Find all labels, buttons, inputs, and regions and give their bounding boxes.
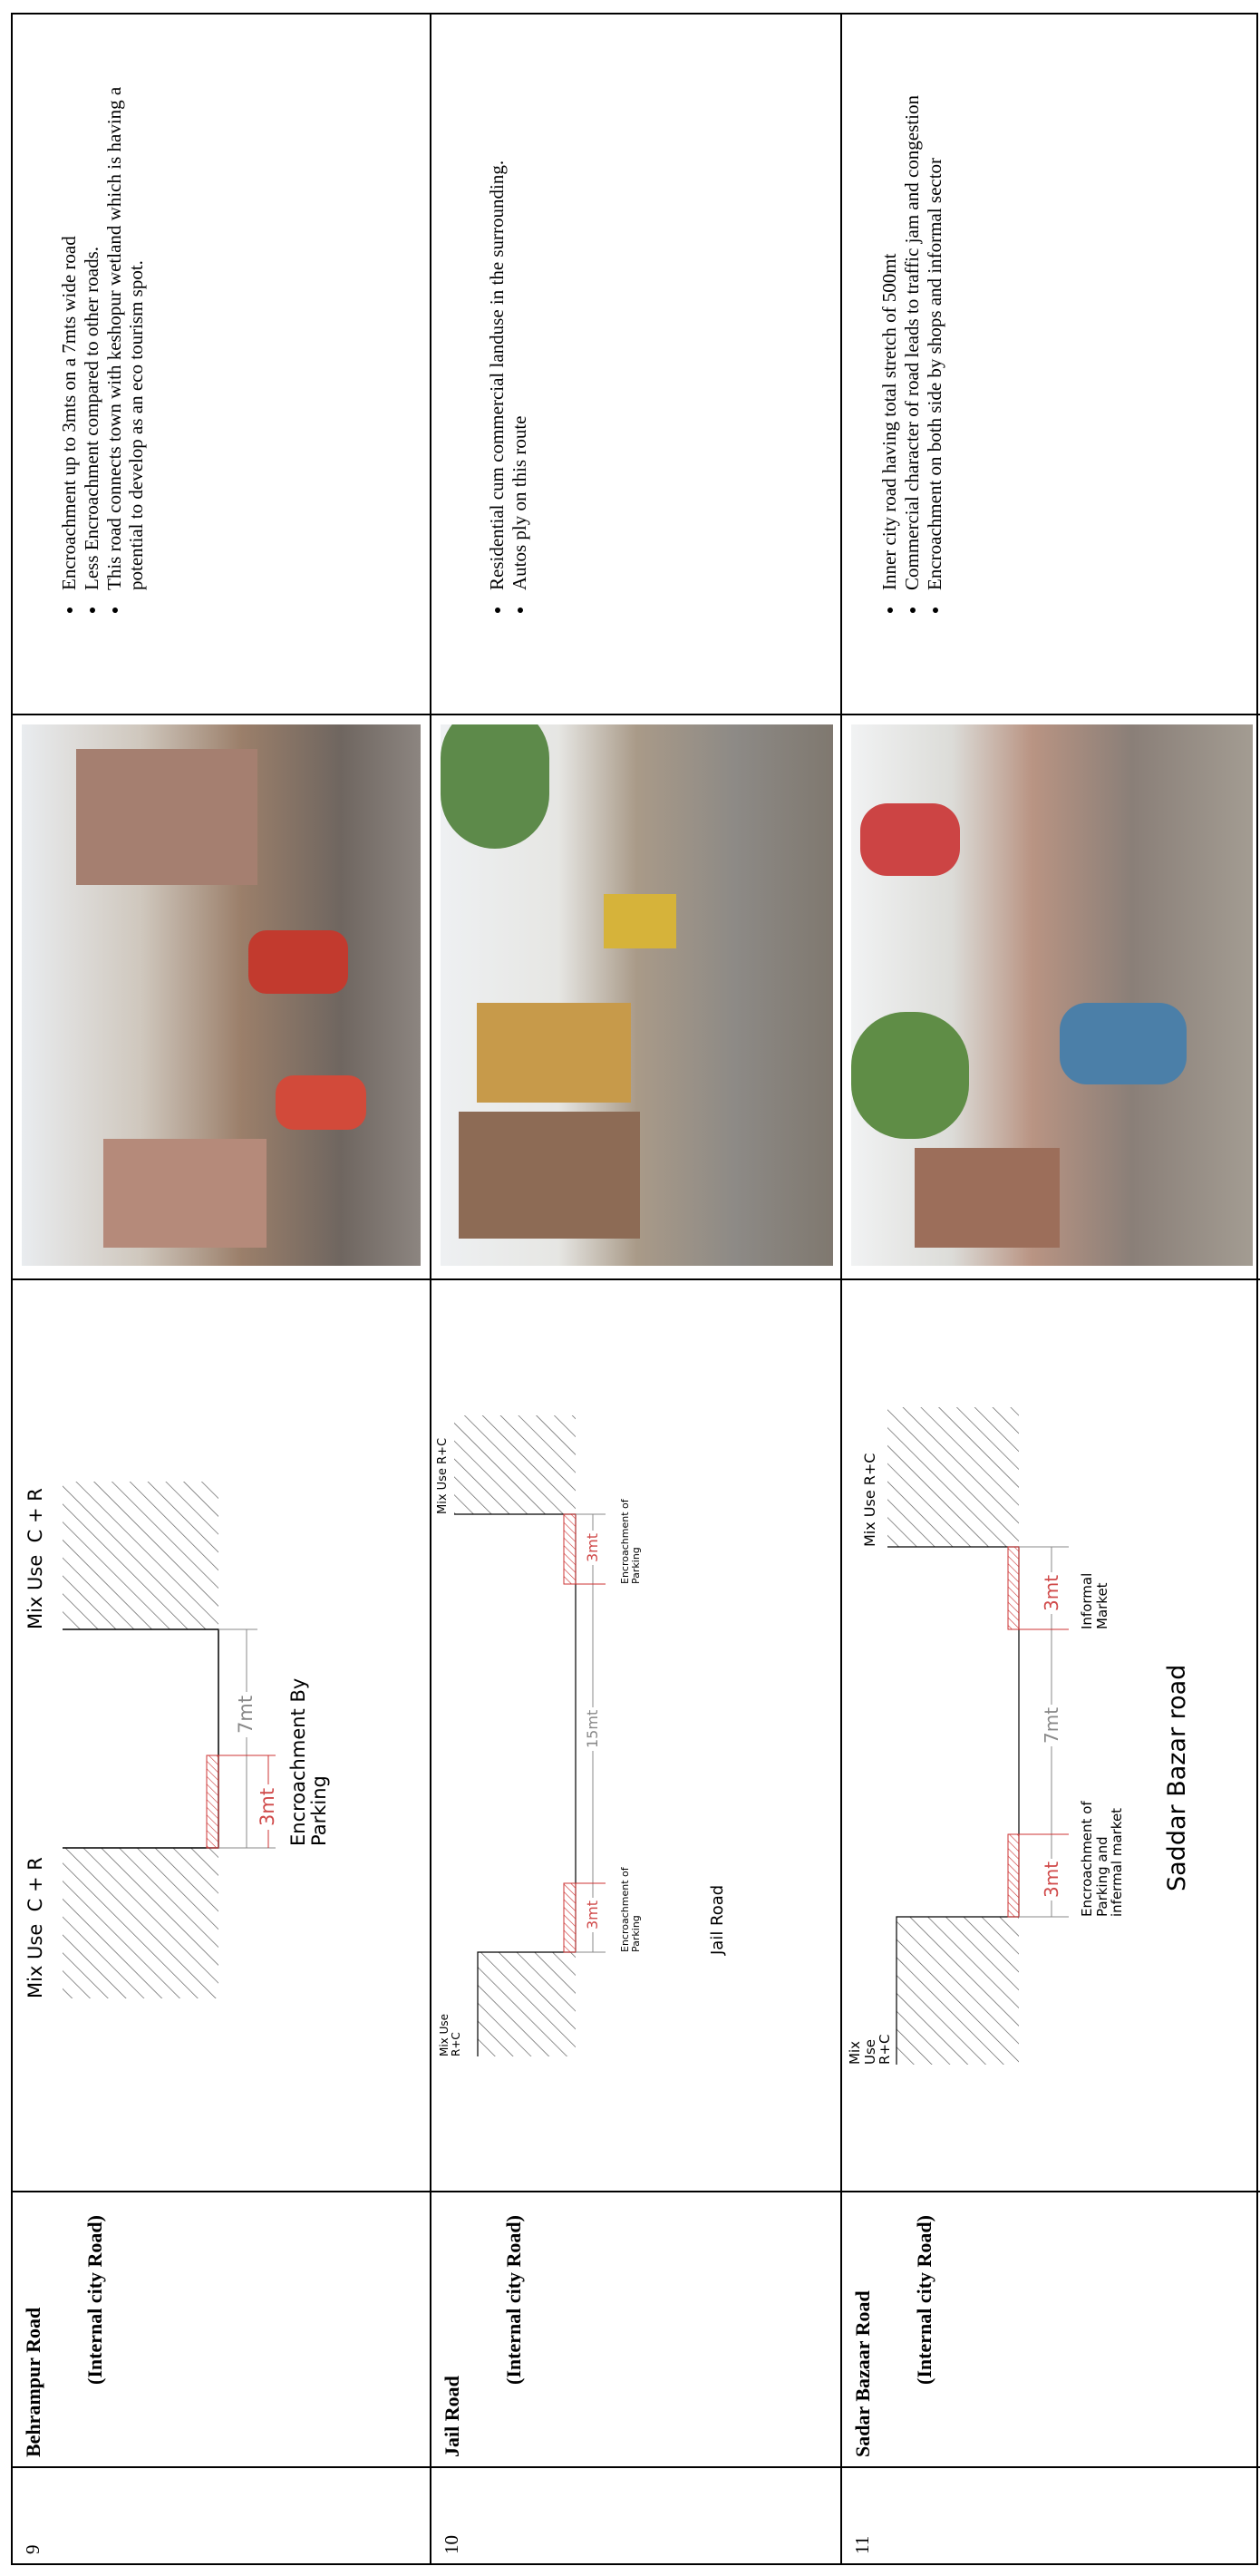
cell: 9 bbox=[13, 2468, 430, 2563]
row-number: 9 bbox=[22, 2544, 44, 2555]
table: 9 Behrampur Road (Internal city Road) Mi… bbox=[11, 13, 1260, 2565]
encroachment-note: Informal Market bbox=[1079, 1572, 1110, 1629]
cross-section bbox=[63, 1482, 276, 1998]
road-type: (Internal city Road) bbox=[83, 2215, 106, 2385]
note-list: Inner city road having total stretch of … bbox=[878, 51, 945, 623]
cell: Mix Use R+C Mix Use R+C 15mt 3mt 3mt Enc… bbox=[431, 1280, 842, 2192]
cell: 10 bbox=[431, 2468, 842, 2563]
land-use-label: Mix Use C + R bbox=[24, 1857, 46, 1998]
width-label: 3mt bbox=[257, 1784, 279, 1830]
land-use-label: Mix Use R+C bbox=[847, 2034, 893, 2065]
cell: Jail Road (Internal city Road) bbox=[431, 2192, 842, 2468]
street-photo bbox=[851, 724, 1253, 1266]
width-label: 15mt bbox=[584, 1706, 601, 1751]
table-row: 9 Behrampur Road (Internal city Road) Mi… bbox=[13, 15, 430, 2563]
encroachment-note: Encroachment of Parking bbox=[619, 1499, 643, 1584]
table-row: 11 Sadar Bazaar Road (Internal city Road… bbox=[840, 15, 1260, 2563]
land-use-label: Mix Use R+C bbox=[436, 1437, 450, 1514]
street-photo bbox=[441, 724, 833, 1266]
land-use-label: Mix Use R+C bbox=[861, 1453, 878, 1547]
road-type: (Internal city Road) bbox=[502, 2215, 525, 2385]
note-item: Encroachment on both side by shops and i… bbox=[924, 51, 946, 596]
cell bbox=[431, 715, 842, 1280]
cell bbox=[842, 715, 1260, 1280]
width-label: 3mt bbox=[584, 1897, 601, 1932]
table-row: 10 Jail Road (Internal city Road) Mix Us… bbox=[430, 15, 842, 2563]
note-item: This road connects town with keshopur we… bbox=[103, 51, 149, 596]
encroachment-note: Encroachment of Parking and infermal mar… bbox=[1079, 1801, 1125, 1917]
encroachment-note: Encroachment By Parking bbox=[287, 1677, 331, 1846]
note-item: Residential cum commercial landuse in th… bbox=[486, 51, 509, 596]
cell: Mix Use C + R Mix Use C + R 7mt 3mt Encr… bbox=[13, 1280, 430, 2192]
cell: Inner city road having total stretch of … bbox=[842, 15, 1260, 715]
row-number: 11 bbox=[851, 2535, 873, 2554]
encroachment-note: Encroachment of Parking bbox=[619, 1867, 643, 1952]
note-item: Autos ply on this route bbox=[509, 51, 531, 596]
cell: Encroachment up to 3mts on a 7mts wide r… bbox=[13, 15, 430, 715]
note-list: Residential cum commercial landuse in th… bbox=[486, 51, 531, 623]
width-label: 3mt bbox=[1041, 1571, 1062, 1614]
cell: Mix Use R+C Mix Use R+C 7mt 3mt 3mt Encr… bbox=[842, 1280, 1260, 2192]
road-name: Behrampur Road bbox=[22, 2307, 44, 2457]
land-use-label: Mix Use C + R bbox=[24, 1488, 46, 1629]
diagram-caption: Saddar Bazar road bbox=[1163, 1664, 1191, 1891]
road-name: Sadar Bazaar Road bbox=[851, 2290, 874, 2457]
cell: Behrampur Road (Internal city Road) bbox=[13, 2192, 430, 2468]
note-list: Encroachment up to 3mts on a 7mts wide r… bbox=[58, 51, 148, 623]
width-label: 7mt bbox=[235, 1691, 257, 1737]
note-item: Less Encroachment compared to other road… bbox=[81, 51, 103, 596]
land-use-label: Mix Use R+C bbox=[438, 2013, 463, 2056]
note-item: Inner city road having total stretch of … bbox=[878, 51, 901, 596]
cell: Residential cum commercial landuse in th… bbox=[431, 15, 842, 715]
cell: Sadar Bazaar Road (Internal city Road) bbox=[842, 2192, 1260, 2468]
street-photo bbox=[22, 724, 421, 1266]
width-label: 3mt bbox=[584, 1530, 601, 1565]
note-item: Commercial character of road leads to tr… bbox=[901, 51, 924, 596]
row-number: 10 bbox=[441, 2535, 462, 2554]
cell: 11 bbox=[842, 2468, 1260, 2563]
cross-section bbox=[887, 1407, 1069, 2065]
diagram-caption: Jail Road bbox=[708, 1884, 727, 1955]
cell bbox=[13, 715, 430, 1280]
note-item: Encroachment up to 3mts on a 7mts wide r… bbox=[58, 51, 81, 596]
cross-section bbox=[454, 1415, 606, 2056]
road-type: (Internal city Road) bbox=[913, 2215, 935, 2385]
road-name: Jail Road bbox=[441, 2376, 463, 2457]
width-label: 7mt bbox=[1041, 1704, 1062, 1746]
width-label: 3mt bbox=[1041, 1858, 1062, 1900]
